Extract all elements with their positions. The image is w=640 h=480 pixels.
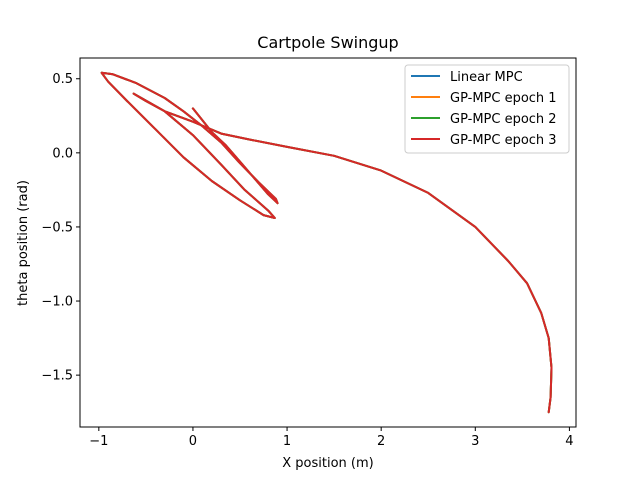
chart-title: Cartpole Swingup [257,33,398,52]
legend-label-gp-mpc-epoch-3: GP-MPC epoch 3 [450,133,557,148]
legend-box [404,64,570,154]
x-tick-label: 3 [471,434,479,449]
y-tick-label: 0.5 [52,72,73,87]
y-axis: 0.5 0.0 −0.5 −1.0 −1.5 [41,72,80,384]
legend-label-gp-mpc-epoch-2: GP-MPC epoch 2 [450,112,557,127]
series-layer [100,71,553,414]
legend-label-gp-mpc-epoch-1: GP-MPC epoch 1 [450,91,557,106]
x-tick-label: 1 [283,434,291,449]
series-line-gp-mpc-epoch-3 [100,71,553,414]
legend: Linear MPC GP-MPC epoch 1 GP-MPC epoch 2 GP… [404,64,570,154]
y-tick-label: −1.0 [41,295,73,310]
y-tick-label: −0.5 [41,220,73,235]
legend-label-linear-mpc: Linear MPC [450,70,523,85]
y-tick-label: 0.0 [52,146,73,161]
plot-frame [79,57,577,428]
x-tick-label: −1 [89,434,108,449]
x-tick-label: 2 [377,434,385,449]
x-tick-label: 0 [189,434,197,449]
y-axis-label: theta position (rad) [16,180,31,306]
x-tick-label: 4 [565,434,573,449]
x-axis: −1 0 1 2 3 4 [89,427,574,449]
x-axis-label: X position (m) [282,456,373,471]
y-tick-label: −1.5 [41,369,73,384]
